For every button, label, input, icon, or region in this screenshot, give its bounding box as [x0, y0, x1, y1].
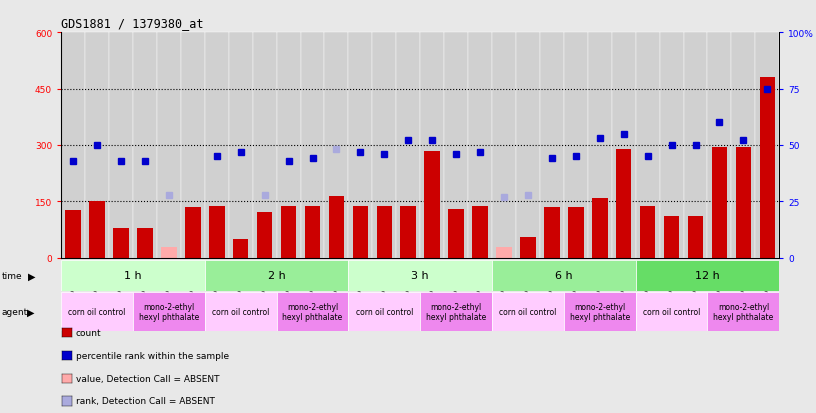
Bar — [424, 151, 440, 258]
Bar — [348, 292, 420, 331]
Text: mono-2-ethyl
hexyl phthalate: mono-2-ethyl hexyl phthalate — [426, 302, 486, 321]
Bar — [731, 33, 756, 258]
Bar — [616, 150, 632, 258]
Bar — [397, 33, 420, 258]
Bar — [707, 292, 779, 331]
Bar — [492, 33, 516, 258]
Text: ▶: ▶ — [27, 306, 34, 317]
Bar — [209, 206, 224, 258]
Bar — [325, 33, 348, 258]
Bar — [636, 292, 707, 331]
Bar — [61, 260, 205, 291]
Text: 1 h: 1 h — [124, 271, 142, 281]
Bar — [640, 206, 655, 258]
Bar — [253, 33, 277, 258]
Bar — [735, 147, 752, 258]
Bar — [137, 228, 153, 258]
Bar — [348, 33, 372, 258]
Bar — [520, 237, 536, 258]
Bar — [444, 33, 468, 258]
Text: value, Detection Call = ABSENT: value, Detection Call = ABSENT — [76, 374, 220, 383]
Bar — [161, 248, 177, 258]
Bar — [544, 207, 560, 258]
Text: corn oil control: corn oil control — [499, 307, 557, 316]
Text: mono-2-ethyl
hexyl phthalate: mono-2-ethyl hexyl phthalate — [139, 302, 199, 321]
Text: corn oil control: corn oil control — [69, 307, 126, 316]
Bar — [205, 33, 228, 258]
Bar — [113, 228, 129, 258]
Bar — [353, 206, 368, 258]
Text: corn oil control: corn oil control — [643, 307, 700, 316]
Bar — [133, 292, 205, 331]
Bar — [756, 33, 779, 258]
Bar — [636, 260, 779, 291]
Bar — [496, 248, 512, 258]
Bar — [468, 33, 492, 258]
Text: corn oil control: corn oil control — [356, 307, 413, 316]
Bar — [568, 207, 583, 258]
Text: 3 h: 3 h — [411, 271, 429, 281]
Bar — [109, 33, 133, 258]
Bar — [707, 33, 731, 258]
Bar — [564, 33, 588, 258]
Bar — [592, 199, 608, 258]
Bar — [372, 33, 397, 258]
Bar — [492, 292, 564, 331]
Text: mono-2-ethyl
hexyl phthalate: mono-2-ethyl hexyl phthalate — [570, 302, 630, 321]
Bar — [257, 212, 273, 258]
Bar — [540, 33, 564, 258]
Bar — [300, 33, 325, 258]
Bar — [133, 33, 157, 258]
Bar — [448, 209, 464, 258]
Text: GDS1881 / 1379380_at: GDS1881 / 1379380_at — [61, 17, 204, 30]
Bar — [376, 206, 392, 258]
Bar — [636, 33, 659, 258]
Bar — [233, 240, 249, 258]
Bar — [157, 33, 181, 258]
Text: 2 h: 2 h — [268, 271, 286, 281]
Bar — [420, 33, 444, 258]
Bar — [228, 33, 253, 258]
Bar — [277, 33, 300, 258]
Bar — [688, 217, 703, 258]
Text: time: time — [2, 271, 22, 280]
Bar — [588, 33, 612, 258]
Text: rank, Detection Call = ABSENT: rank, Detection Call = ABSENT — [76, 396, 215, 406]
Bar — [663, 217, 680, 258]
Bar — [329, 196, 344, 258]
Bar — [281, 206, 296, 258]
Bar — [612, 33, 636, 258]
Bar — [712, 147, 727, 258]
Bar — [61, 292, 133, 331]
Bar — [516, 33, 540, 258]
Bar — [205, 292, 277, 331]
Text: corn oil control: corn oil control — [212, 307, 269, 316]
Bar — [304, 206, 321, 258]
Text: 6 h: 6 h — [555, 271, 573, 281]
Bar — [684, 33, 707, 258]
Text: percentile rank within the sample: percentile rank within the sample — [76, 351, 229, 360]
Bar — [659, 33, 684, 258]
Text: count: count — [76, 328, 101, 337]
Bar — [89, 202, 105, 258]
Bar — [61, 33, 85, 258]
Bar — [277, 292, 348, 331]
Bar — [185, 207, 201, 258]
Text: ▶: ▶ — [28, 271, 35, 281]
Bar — [564, 292, 636, 331]
Text: agent: agent — [2, 307, 28, 316]
Bar — [472, 206, 488, 258]
Bar — [420, 292, 492, 331]
Bar — [492, 260, 636, 291]
Bar — [181, 33, 205, 258]
Bar — [348, 260, 492, 291]
Bar — [401, 206, 416, 258]
Bar — [760, 78, 775, 258]
Text: mono-2-ethyl
hexyl phthalate: mono-2-ethyl hexyl phthalate — [713, 302, 774, 321]
Bar — [85, 33, 109, 258]
Text: mono-2-ethyl
hexyl phthalate: mono-2-ethyl hexyl phthalate — [282, 302, 343, 321]
Bar — [205, 260, 348, 291]
Text: 12 h: 12 h — [695, 271, 720, 281]
Bar — [65, 210, 81, 258]
